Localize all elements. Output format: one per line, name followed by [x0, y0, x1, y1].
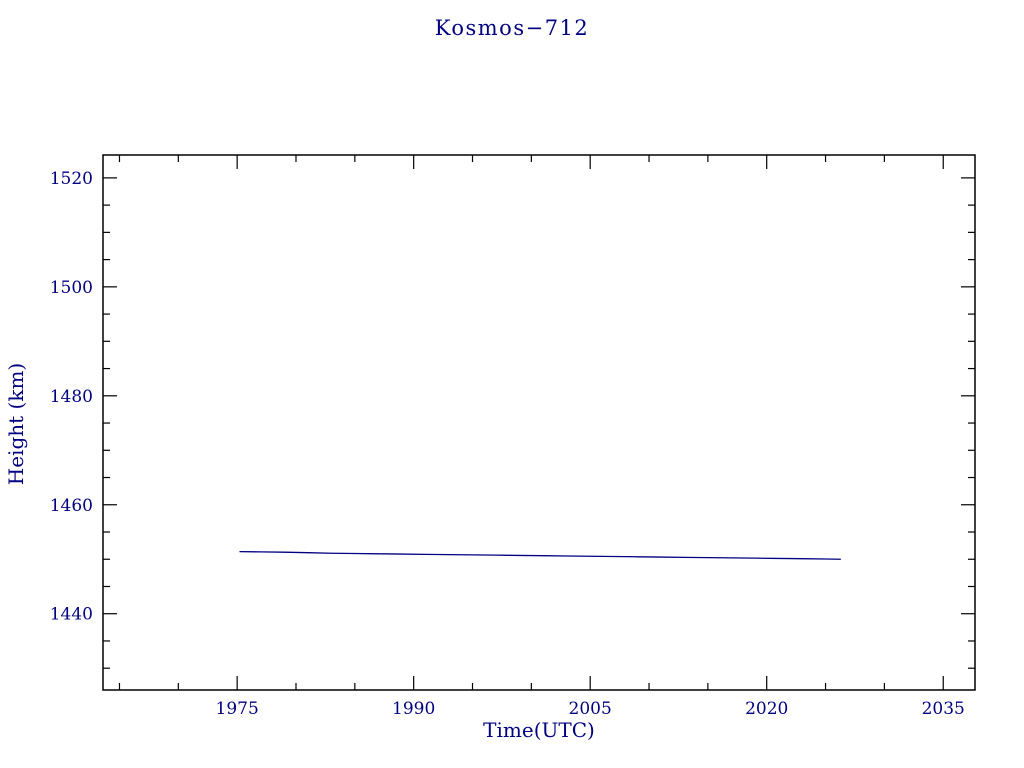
- y-tick-label: 1480: [50, 387, 93, 407]
- x-axis-label: Time(UTC): [483, 718, 595, 742]
- y-tick-label: 1460: [50, 496, 93, 516]
- y-tick-label: 1500: [50, 278, 93, 298]
- x-tick-label: 2020: [745, 699, 788, 719]
- chart-title: Kosmos−712: [434, 16, 590, 40]
- y-tick-label: 1440: [50, 605, 93, 625]
- plot-frame: [102, 154, 976, 691]
- x-tick-label: 1975: [216, 699, 259, 719]
- x-tick-label: 2035: [922, 699, 965, 719]
- series-orbit-height: [239, 550, 841, 560]
- y-tick-label: 1520: [50, 169, 93, 189]
- x-tick-label: 1990: [392, 699, 435, 719]
- x-tick-label: 2005: [569, 699, 612, 719]
